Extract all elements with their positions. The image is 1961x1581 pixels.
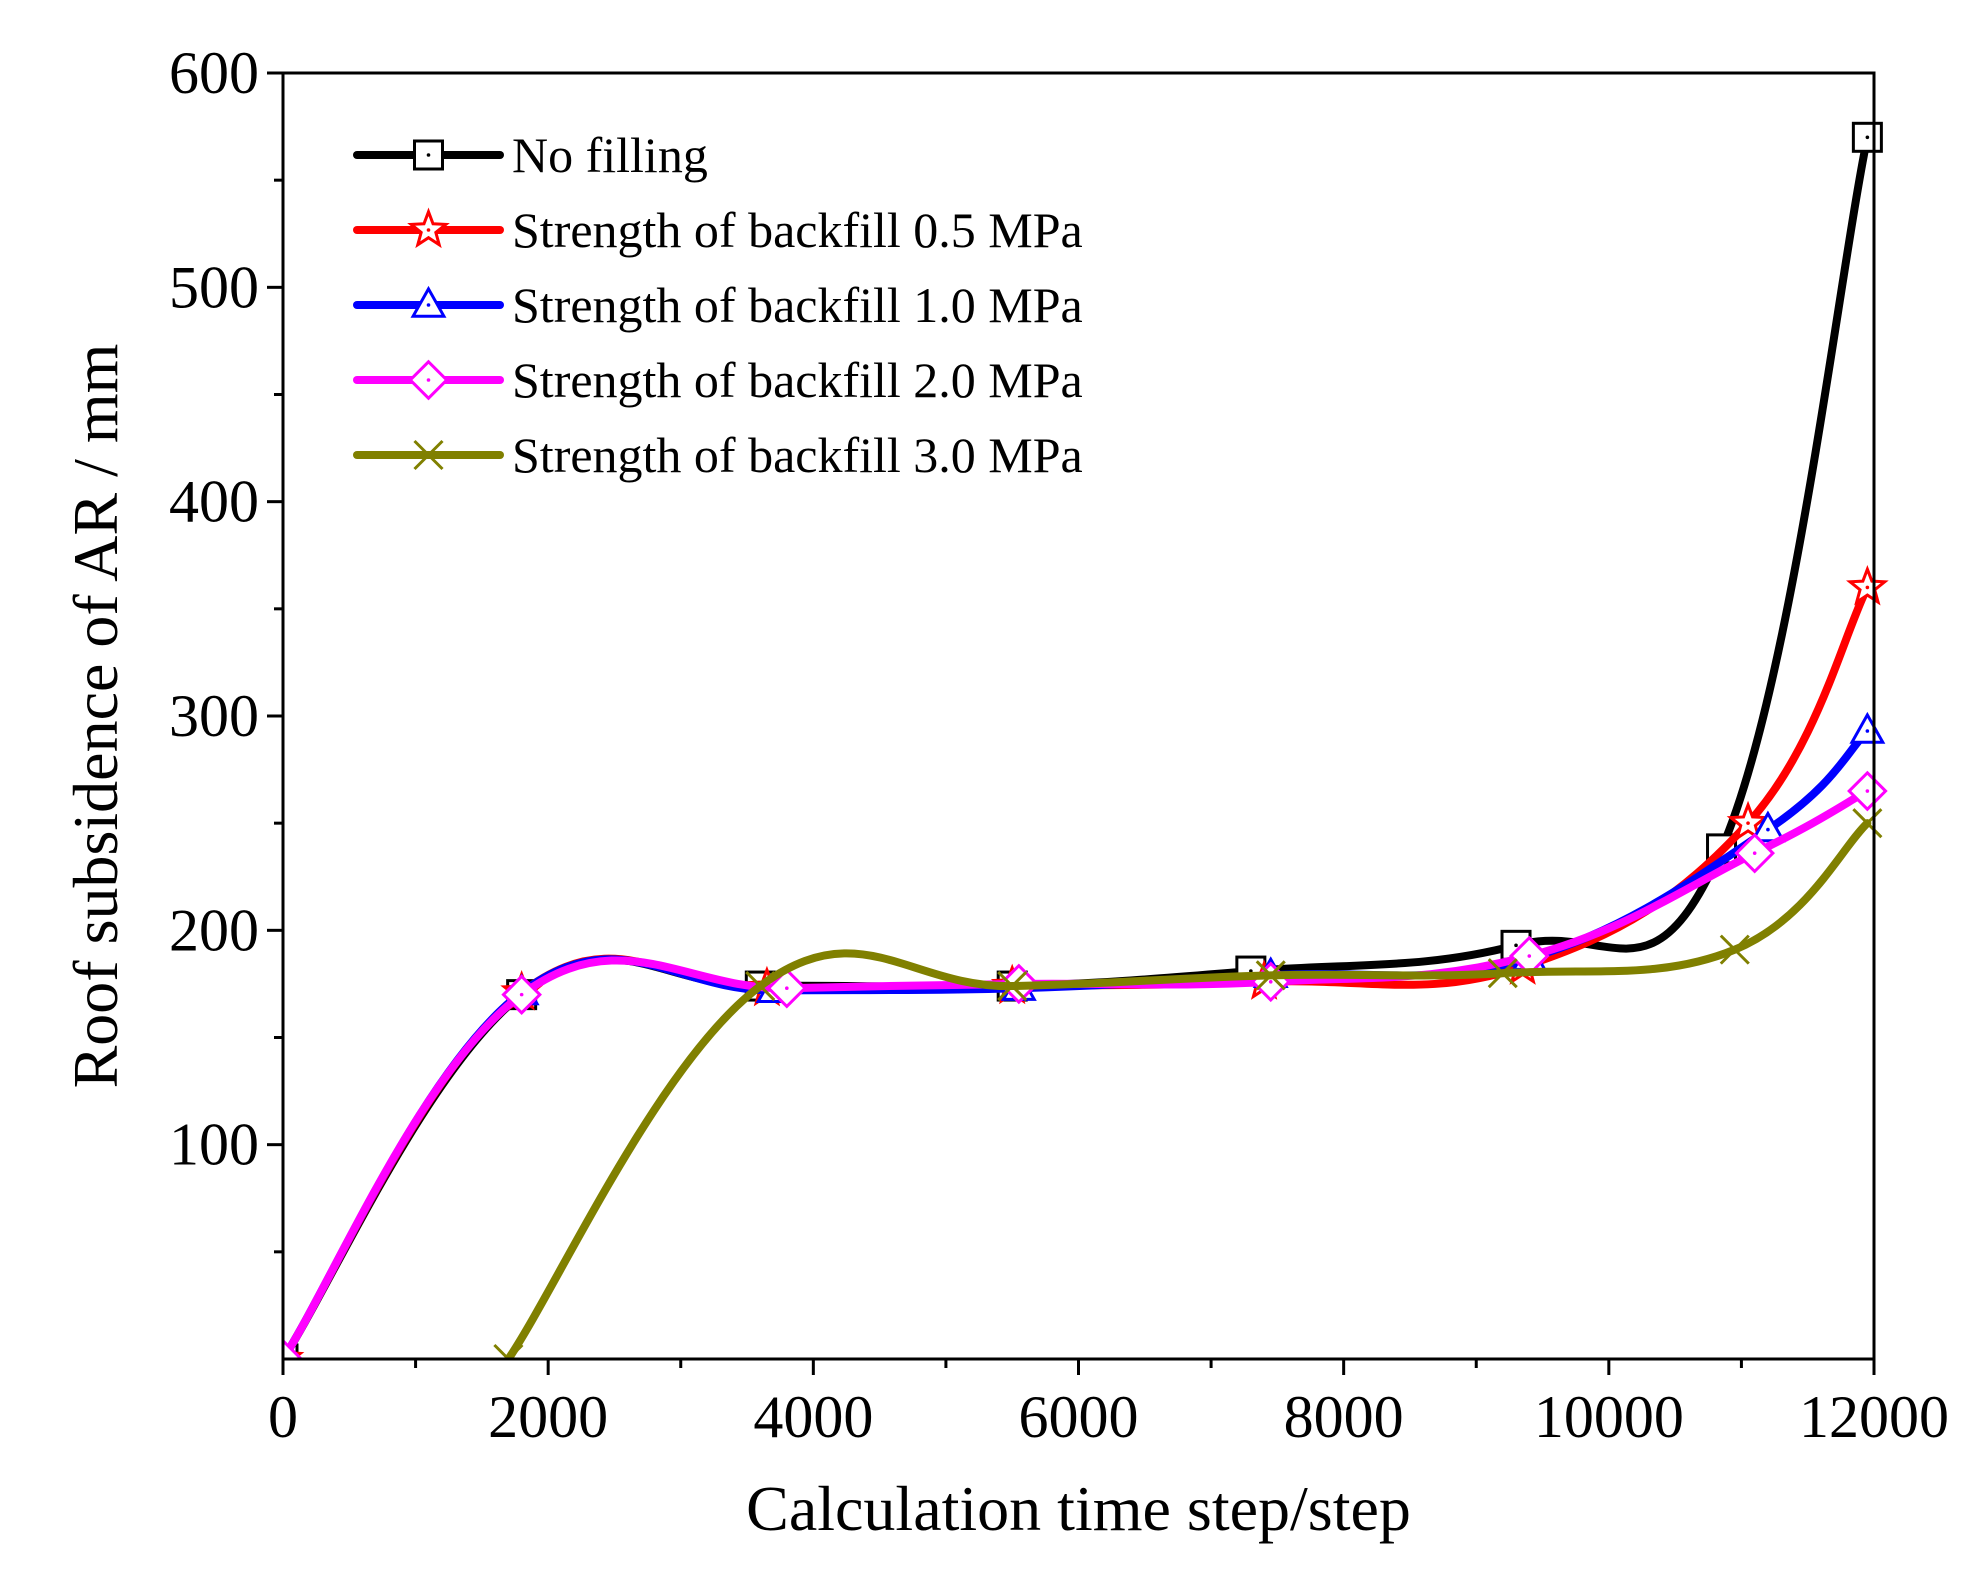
marker-center-dot (1514, 943, 1518, 948)
x-axis-title: Calculation time step/step (746, 1473, 1411, 1544)
legend-label: Strength of backfill 3.0 MPa (512, 427, 1083, 483)
triangle-marker (1849, 711, 1886, 744)
y-tick-label: 200 (169, 897, 259, 963)
series-layer (283, 121, 1889, 1359)
diamond-marker (283, 1338, 304, 1359)
legend-item: No filling (353, 127, 708, 183)
marker-center-dot (1766, 827, 1770, 832)
x-tick-label: 10000 (1534, 1384, 1684, 1450)
legend-label: Strength of backfill 2.0 MPa (512, 352, 1083, 408)
marker-center-dot (1865, 729, 1870, 733)
marker-center-dot (426, 228, 431, 232)
x-marker (493, 1343, 524, 1359)
series-line (283, 727, 1872, 1359)
legend-label: Strength of backfill 0.5 MPa (512, 202, 1083, 258)
marker-center-dot (1865, 585, 1870, 590)
x-marker (1255, 960, 1286, 991)
legend-label: No filling (512, 127, 708, 183)
marker-center-dot (1865, 789, 1870, 793)
legend-label: Strength of backfill 1.0 MPa (512, 277, 1083, 333)
marker-center-dot (1865, 135, 1870, 140)
x-marker (1487, 958, 1518, 989)
x-tick-label: 12000 (1799, 1384, 1949, 1450)
legend: No filling Strength of backfill 0.5 MPa St… (353, 127, 1083, 483)
marker-center-dot (785, 986, 789, 991)
triangle-marker (1749, 810, 1786, 843)
marker-center-dot (1752, 851, 1757, 855)
series-line (504, 819, 1872, 1359)
marker-center-dot (519, 992, 524, 997)
marker-center-dot (426, 303, 431, 307)
x-tick-label: 0 (268, 1384, 298, 1450)
marker-center-dot (1527, 954, 1532, 958)
axis-tick-labels: 0 2000 4000 6000 8000 10000 12000 100 200 300 400 5… (169, 40, 1949, 1450)
x-marker (997, 970, 1028, 1002)
x-marker (1719, 934, 1750, 965)
x-tick-label: 8000 (1284, 1384, 1404, 1450)
y-tick-label: 500 (169, 254, 259, 320)
legend-item: Strength of backfill 0.5 MPa (353, 202, 1083, 258)
x-marker (745, 970, 776, 1002)
x-tick-label: 6000 (1019, 1384, 1139, 1450)
plot-frame (281, 71, 1876, 1361)
series-5 (493, 808, 1883, 1359)
marker-center-dot (1268, 979, 1273, 984)
marker-center-dot (1746, 821, 1750, 825)
y-tick-label: 600 (169, 40, 259, 106)
x-marker (413, 439, 444, 471)
x-marker (1852, 808, 1883, 839)
marker-center-dot (426, 153, 431, 157)
y-tick-label: 400 (169, 469, 259, 535)
marker-center-dot (426, 378, 431, 382)
legend-item: Strength of backfill 3.0 MPa (353, 427, 1083, 483)
x-tick-label: 2000 (488, 1384, 608, 1450)
legend-item: Strength of backfill 2.0 MPa (353, 352, 1083, 408)
y-axis-title: Roof subsidence of AR / mm (60, 344, 131, 1089)
x-tick-label: 4000 (753, 1384, 873, 1450)
y-tick-label: 300 (169, 683, 259, 749)
triangle-marker (410, 285, 447, 318)
series-line (283, 787, 1872, 1359)
axis-ticks (267, 71, 1876, 1375)
y-tick-label: 100 (169, 1112, 259, 1178)
series-3 (283, 711, 1886, 1359)
series-4 (283, 770, 1888, 1359)
legend-item: Strength of backfill 1.0 MPa (353, 277, 1083, 333)
square-marker (1851, 121, 1883, 153)
